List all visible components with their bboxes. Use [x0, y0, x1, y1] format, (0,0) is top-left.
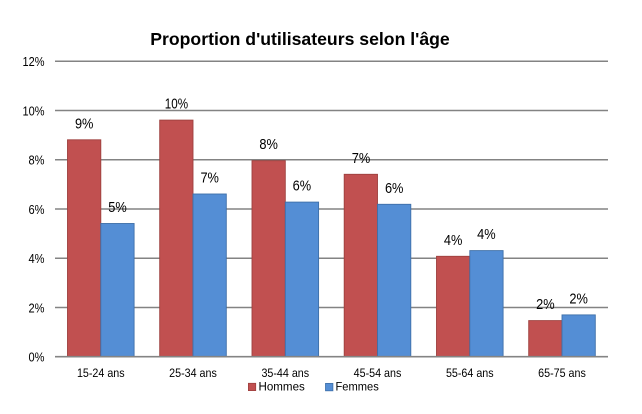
svg-text:10%: 10% — [165, 96, 188, 113]
svg-text:4%: 4% — [29, 252, 45, 266]
svg-text:5%: 5% — [108, 199, 127, 216]
svg-text:15-24 ans: 15-24 ans — [77, 366, 125, 380]
svg-text:35-44 ans: 35-44 ans — [261, 366, 309, 380]
svg-text:4%: 4% — [477, 226, 496, 243]
svg-text:6%: 6% — [29, 203, 45, 217]
svg-text:2%: 2% — [29, 301, 45, 315]
svg-text:55-64 ans: 55-64 ans — [446, 366, 494, 380]
svg-text:65-75 ans: 65-75 ans — [538, 366, 586, 380]
svg-text:4%: 4% — [444, 232, 463, 249]
svg-text:7%: 7% — [200, 170, 219, 187]
svg-text:6%: 6% — [385, 180, 404, 197]
svg-text:45-54 ans: 45-54 ans — [354, 366, 402, 380]
svg-text:2%: 2% — [536, 296, 555, 313]
svg-text:7%: 7% — [352, 150, 371, 167]
svg-text:8%: 8% — [259, 136, 278, 153]
svg-text:Femmes: Femmes — [336, 380, 379, 394]
svg-text:Proportion d'utilisateurs selo: Proportion d'utilisateurs selon l'âge — [150, 29, 450, 49]
svg-text:0%: 0% — [29, 351, 45, 365]
svg-text:25-34 ans: 25-34 ans — [169, 366, 217, 380]
svg-text:12%: 12% — [23, 55, 45, 69]
svg-text:2%: 2% — [569, 290, 588, 307]
svg-text:9%: 9% — [75, 115, 94, 132]
svg-text:10%: 10% — [23, 104, 45, 118]
svg-text:Hommes: Hommes — [259, 380, 305, 394]
svg-text:6%: 6% — [293, 178, 312, 195]
svg-text:8%: 8% — [29, 154, 45, 168]
